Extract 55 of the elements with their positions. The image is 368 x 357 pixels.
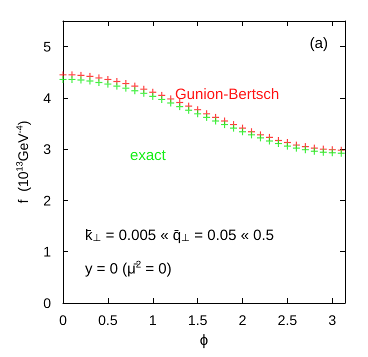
point: [292, 144, 300, 152]
point: [58, 75, 68, 84]
x-tick-label: 1: [148, 312, 157, 328]
x-tick-label: 1.5: [188, 312, 208, 328]
point: [310, 147, 318, 156]
point: [256, 134, 265, 142]
series-label: Gunion-Bertsch: [175, 86, 280, 103]
y-tick-label: 1: [43, 244, 52, 260]
point: [265, 136, 274, 146]
x-tick-label: 3: [328, 312, 336, 328]
point: [184, 106, 193, 114]
point: [238, 128, 247, 136]
annotation: k̄⊥ = 0.005 « q̄⊥ = 0.05 « 0.5: [85, 227, 274, 244]
point: [148, 92, 157, 100]
point: [104, 80, 112, 88]
point: [301, 146, 310, 154]
point: [158, 95, 166, 104]
point: [112, 82, 121, 90]
x-tick-label: 0: [59, 312, 68, 328]
point: [220, 120, 229, 129]
y-tick-label: 4: [43, 90, 52, 106]
point: [328, 148, 336, 157]
y-tick-label: 3: [43, 141, 52, 158]
point: [319, 148, 328, 156]
point: [337, 149, 346, 158]
point: [247, 130, 256, 139]
point: [122, 84, 130, 92]
point: [68, 70, 76, 79]
point: [194, 110, 202, 118]
x-tick-label: 0.5: [98, 312, 118, 328]
point: [211, 116, 220, 126]
point: [76, 71, 86, 80]
point: [140, 89, 148, 98]
point: [86, 72, 94, 80]
point: [166, 98, 175, 108]
y-axis-title: f (1013GeV-4): [14, 120, 31, 204]
annotation: (a): [310, 35, 328, 52]
x-tick-label: 2.5: [278, 312, 298, 328]
point: [68, 75, 76, 84]
text: exact: [130, 147, 167, 164]
point: [58, 70, 68, 79]
point: [283, 142, 292, 150]
point: [76, 76, 86, 84]
point: [130, 86, 139, 95]
point: [176, 102, 184, 111]
point: [229, 124, 238, 132]
y-tick-label: 5: [43, 38, 52, 55]
point: [202, 113, 211, 122]
y-tick-label: 2: [43, 192, 52, 208]
point: [94, 78, 104, 87]
x-axis-title: ϕ: [200, 332, 208, 349]
point: [86, 76, 94, 86]
x-tick-label: 2: [238, 312, 247, 328]
y-tick-label: 0: [43, 295, 52, 311]
point: [274, 139, 283, 148]
